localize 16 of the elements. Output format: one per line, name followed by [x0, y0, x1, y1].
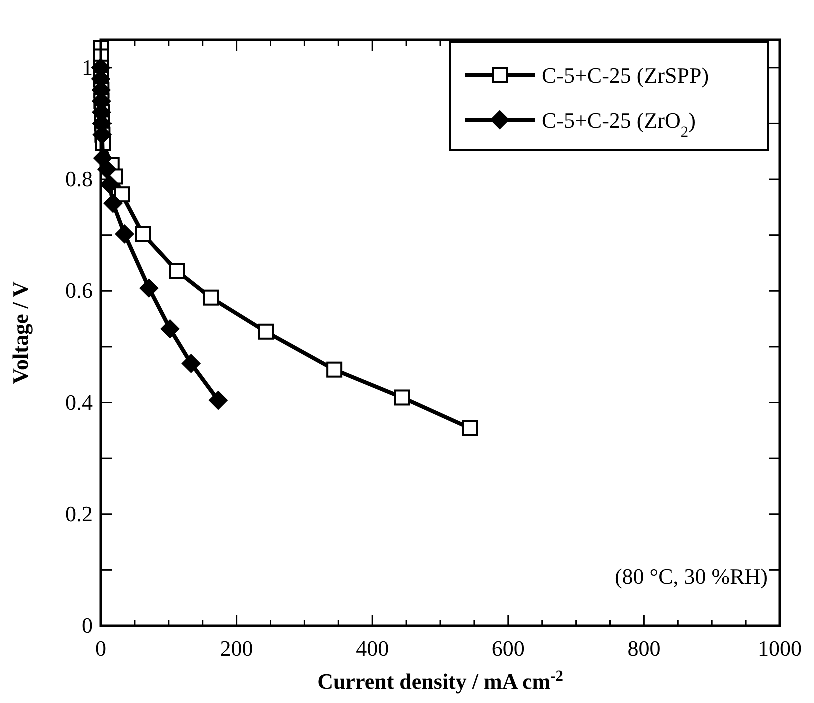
x-tick-label: 600 — [492, 636, 525, 661]
y-axis-title: Voltage / V — [8, 282, 33, 384]
y-tick-label: 0.2 — [66, 501, 93, 526]
y-tick-label: 1 — [82, 54, 93, 80]
y-tick-label: 0.4 — [66, 390, 93, 415]
x-tick-label: 800 — [628, 636, 661, 661]
x-axis-title: Current density / mA cm$^{-2}$ — [318, 668, 564, 694]
y-tick-label: 0.6 — [66, 278, 93, 304]
legend-label: C-5+C-25 (ZrSPP) — [542, 63, 710, 88]
x-tick-label: 200 — [220, 636, 254, 661]
x-tick-label: 1000 — [758, 636, 802, 661]
y-tick-label: 0 — [82, 613, 93, 638]
legend-label: C-5+C-25 (ZrO$_{2}$) — [542, 108, 696, 140]
y-tick-label: 0.8 — [66, 166, 93, 192]
annotation: (80 °C, 30 %RH) — [614, 564, 768, 589]
x-tick-label: 400 — [356, 636, 390, 661]
